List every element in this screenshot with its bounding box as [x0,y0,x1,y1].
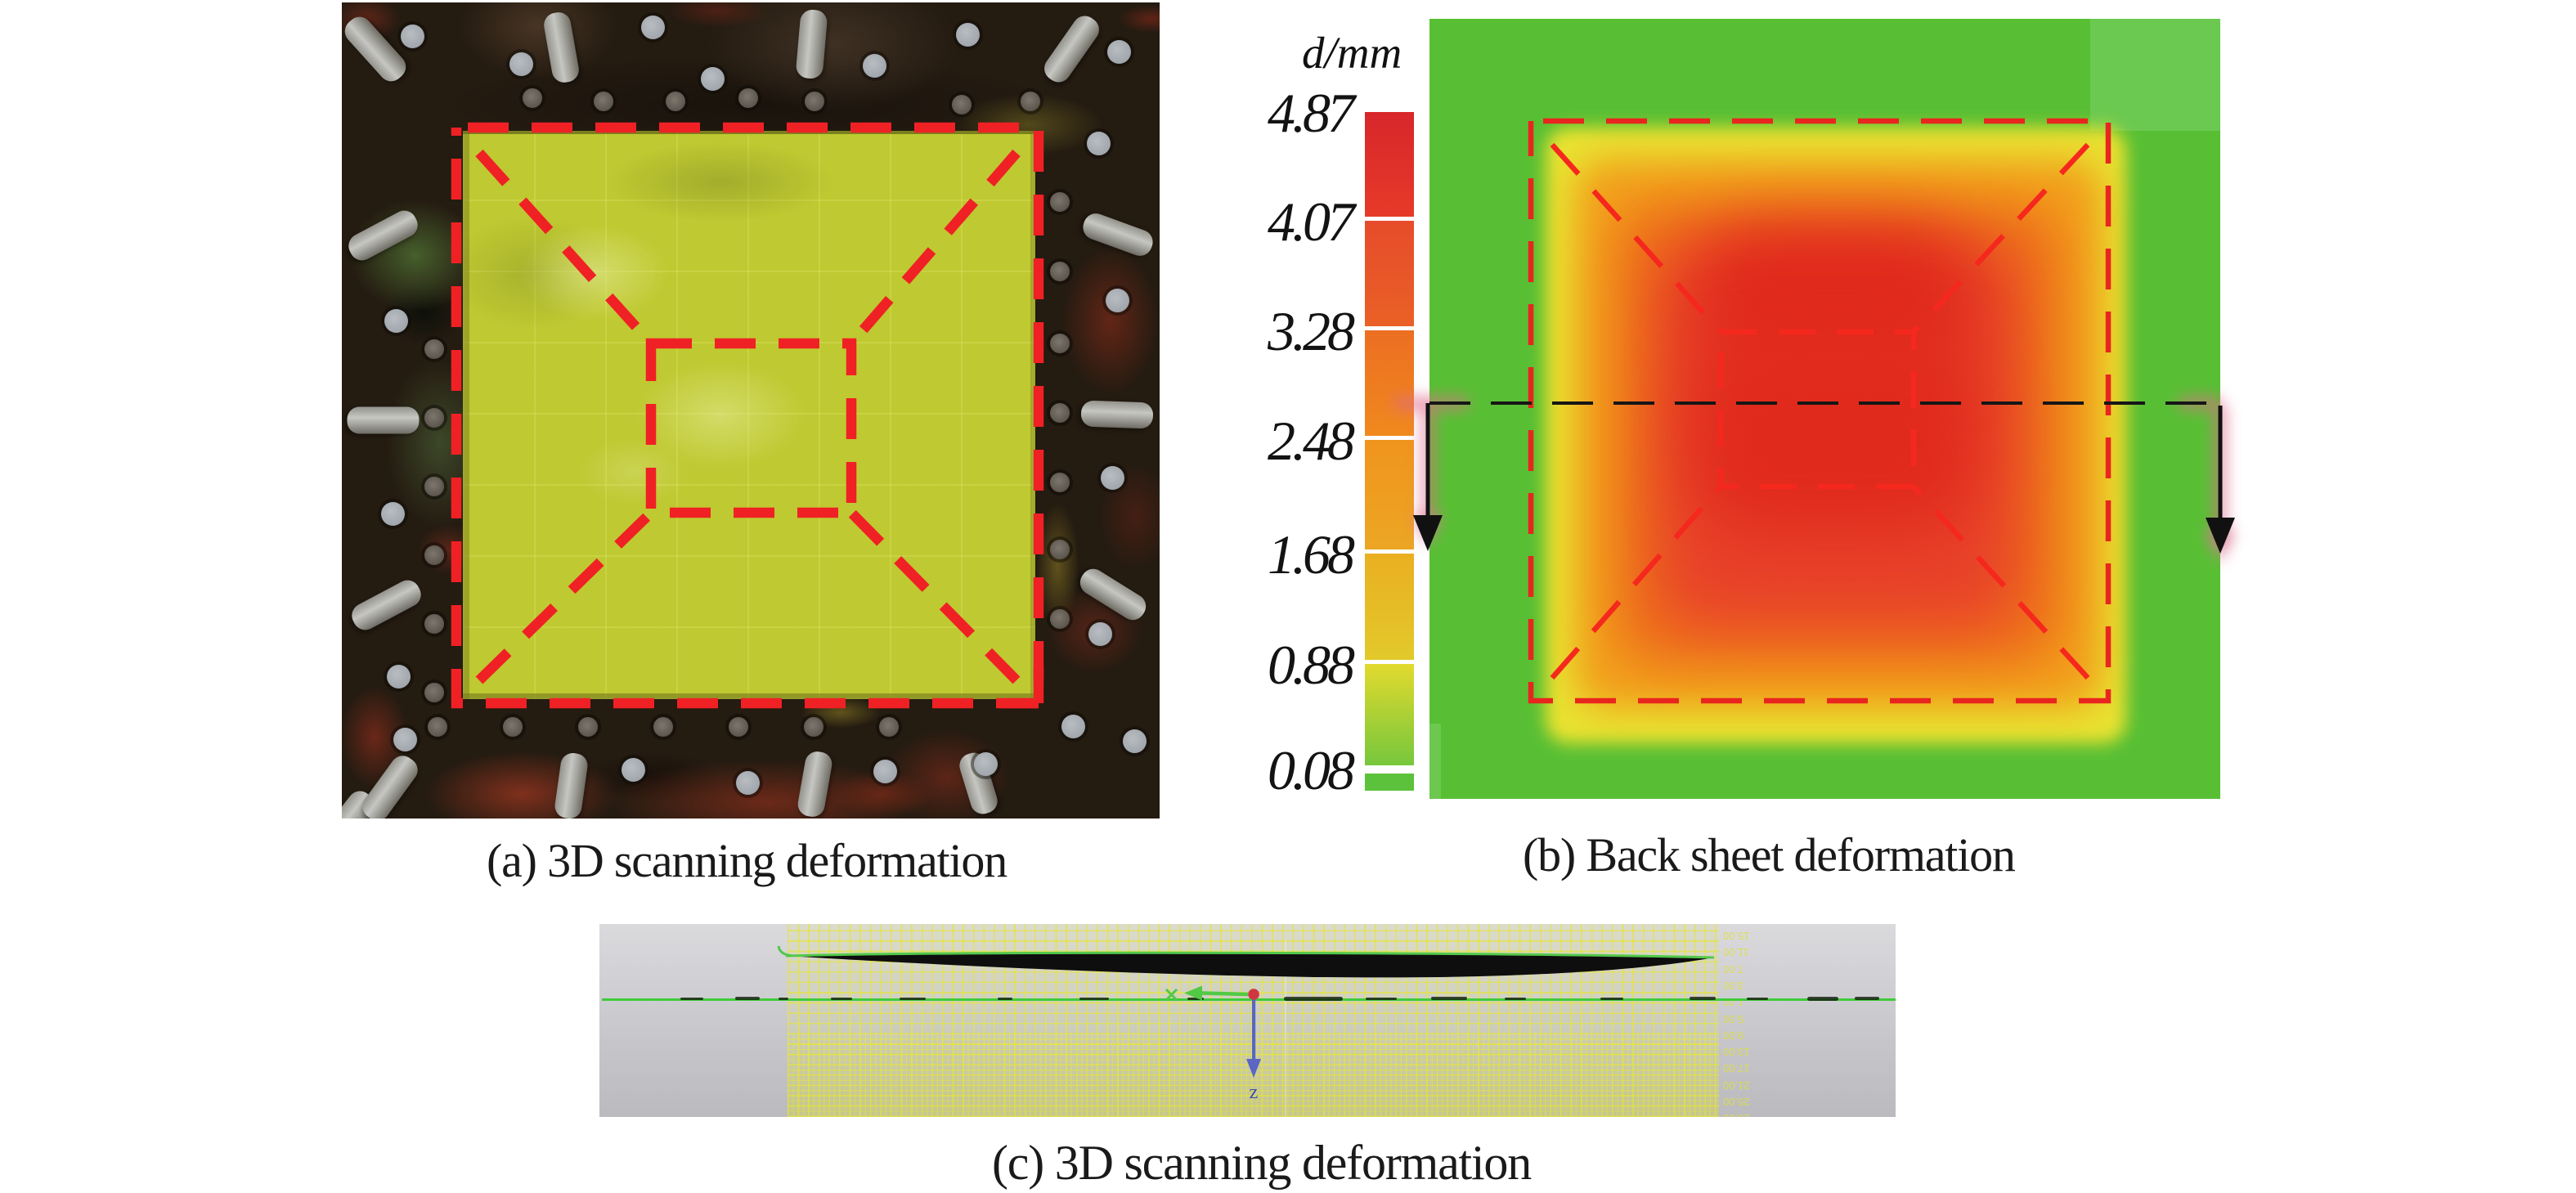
svg-text:z: z [1250,1082,1259,1103]
